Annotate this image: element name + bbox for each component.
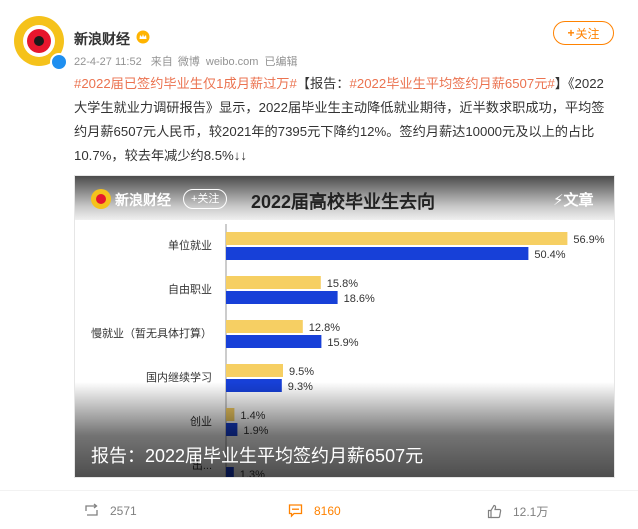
hashtag-link[interactable]: #2022毕业生平均签约月薪6507元# xyxy=(349,76,555,91)
hashtag-link[interactable]: #2022届已签约毕业生仅1成月薪过万# xyxy=(74,76,297,91)
bar-value-label: 56.9% xyxy=(573,234,604,246)
repost-icon xyxy=(85,503,98,516)
edited-label: 已编辑 xyxy=(264,56,298,68)
category-label: 创业 xyxy=(190,415,212,428)
lightning-icon: ⚡ xyxy=(553,192,564,209)
action-bar: 2571 8160 12.1万 xyxy=(0,490,638,529)
sina-logo-icon xyxy=(91,189,111,209)
follow-button[interactable]: + 关注 xyxy=(553,21,614,45)
category-label: 单位就业 xyxy=(168,238,212,252)
repost-count: 2571 xyxy=(110,503,137,518)
user-name[interactable]: 新浪财经 xyxy=(74,31,130,47)
card-header xyxy=(75,176,614,220)
chart-area: 单位就业 56.9% 50.4% 自由职业 15.8% 18.6% 慢就业（暂无具体打算） 1… xyxy=(75,220,614,478)
card-brand: 新浪财经 xyxy=(115,192,171,208)
verified-badge-icon xyxy=(50,53,68,71)
bar xyxy=(226,320,303,333)
source-prefix: 来自 xyxy=(150,56,173,68)
like-count: 12.1万 xyxy=(513,505,549,519)
article-label[interactable]: ⚡文章 xyxy=(553,189,594,210)
report-prefix: 【报告： xyxy=(296,76,350,91)
bar-chart: 单位就业 56.9% 50.4% 自由职业 15.8% 18.6% 慢就业（暂无具体打算） 1… xyxy=(91,224,605,478)
repost-button[interactable]: 2571 xyxy=(84,503,137,518)
source-domain[interactable]: weibo.com xyxy=(205,56,259,68)
bar-value-label: 18.6% xyxy=(344,293,375,305)
post-body: 《2022大学生就业力调研报告》显示，2022届毕业生主动降低就业期待，近半数求… xyxy=(74,76,605,163)
bar xyxy=(226,276,321,289)
comment-icon xyxy=(288,504,303,518)
bar xyxy=(226,232,568,245)
bar xyxy=(226,364,283,377)
bar-value-label: 50.4% xyxy=(534,249,565,261)
category-label: 自由职业 xyxy=(168,282,212,296)
bar-value-label: 9.3% xyxy=(288,381,313,393)
user-avatar[interactable] xyxy=(14,16,64,66)
article-card[interactable]: 新浪财经 +关注 2022届高校毕业生去向 ⚡文章 单位就业 56.9% 50.4%… xyxy=(74,175,615,478)
bar xyxy=(226,467,234,477)
bar-value-label: 9.5% xyxy=(289,366,314,378)
plus-icon: + xyxy=(567,26,575,40)
bar-value-label: 1.4% xyxy=(240,410,265,422)
vip-crown-icon xyxy=(136,30,150,44)
comment-count: 8160 xyxy=(314,503,341,518)
post-timestamp[interactable]: 22-4-27 11:52 xyxy=(74,56,142,68)
card-caption[interactable]: 报告：2022届毕业生平均签约月薪6507元 xyxy=(91,446,424,466)
follow-label: 关注 xyxy=(575,26,600,41)
bar xyxy=(226,247,529,260)
bar-value-label: 15.9% xyxy=(327,337,358,349)
post-meta: 22-4-27 11:52 来自 微博 weibo.com 已编辑 xyxy=(74,53,304,69)
bar-value-label: 1.9% xyxy=(243,425,268,437)
bar xyxy=(226,335,322,348)
bar xyxy=(226,379,282,392)
thumbs-up-icon xyxy=(487,504,502,519)
source-name[interactable]: 微博 xyxy=(177,56,200,68)
bar-value-label: 12.8% xyxy=(309,322,340,334)
card-follow-button[interactable]: +关注 xyxy=(183,189,228,209)
bar xyxy=(226,408,235,421)
avatar-eye-pupil xyxy=(34,36,44,46)
article-label-text: 文章 xyxy=(563,192,594,209)
bar-value-label: 1.3% xyxy=(240,469,265,478)
category-label: 慢就业（暂无具体打算） xyxy=(91,326,212,340)
bar-value-label: 15.8% xyxy=(327,278,358,290)
chart-title: 2022届高校毕业生去向 xyxy=(251,192,436,212)
bar xyxy=(226,423,238,436)
category-label: 国内继续学习 xyxy=(146,370,212,384)
bar xyxy=(226,291,338,304)
comment-button[interactable]: 8160 xyxy=(288,503,341,518)
report-suffix: 】 xyxy=(554,76,568,91)
like-button[interactable]: 12.1万 xyxy=(487,503,548,520)
post-text: #2022届已签约毕业生仅1成月薪过万#【报告：#2022毕业生平均签约月薪65… xyxy=(74,72,614,168)
